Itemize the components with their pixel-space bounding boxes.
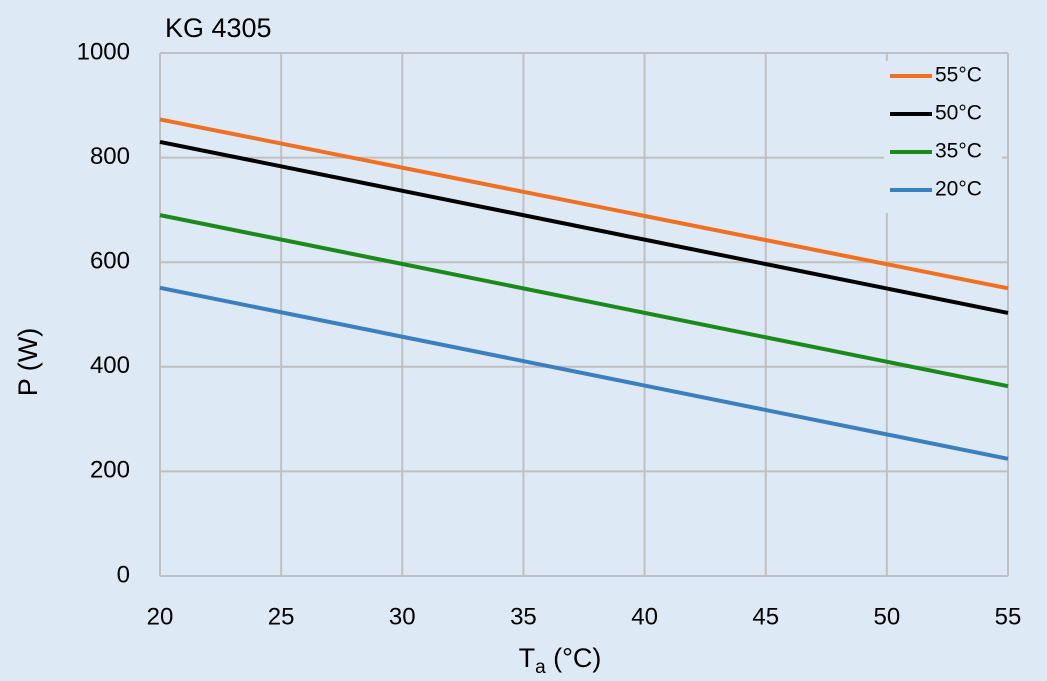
series-line <box>159 285 1009 461</box>
y-tick-label: 400 <box>90 352 130 379</box>
x-axis-label: Ta (°C) <box>519 643 602 678</box>
series-line <box>159 213 1009 389</box>
x-tick-label: 55 <box>995 603 1022 630</box>
x-tick-label: 40 <box>631 603 658 630</box>
y-tick-label: 1000 <box>77 38 130 65</box>
chart-title: KG 4305 <box>165 13 272 43</box>
legend-label: 35°C <box>935 140 982 163</box>
x-tick-label: 30 <box>389 603 416 630</box>
x-axis-label-sub: a <box>535 657 546 678</box>
legend-box <box>884 61 1002 213</box>
x-axis-label-main: T <box>519 643 536 673</box>
y-tick-label: 800 <box>90 143 130 170</box>
legend-label: 20°C <box>935 178 982 201</box>
legend-label: 55°C <box>935 64 982 87</box>
x-tick-label: 50 <box>874 603 901 630</box>
series-line <box>159 139 1009 315</box>
series-line <box>159 117 1009 291</box>
y-tick-label: 600 <box>90 248 130 275</box>
y-tick-label: 0 <box>117 561 130 588</box>
x-axis-label-unit: (°C) <box>546 643 602 673</box>
legend-label: 50°C <box>935 102 982 125</box>
x-tick-label: 35 <box>510 603 537 630</box>
x-tick-label: 20 <box>147 603 174 630</box>
x-tick-label: 25 <box>268 603 295 630</box>
y-axis-label: P (W) <box>13 328 43 397</box>
y-tick-label: 200 <box>90 457 130 484</box>
x-tick-label: 45 <box>752 603 779 630</box>
